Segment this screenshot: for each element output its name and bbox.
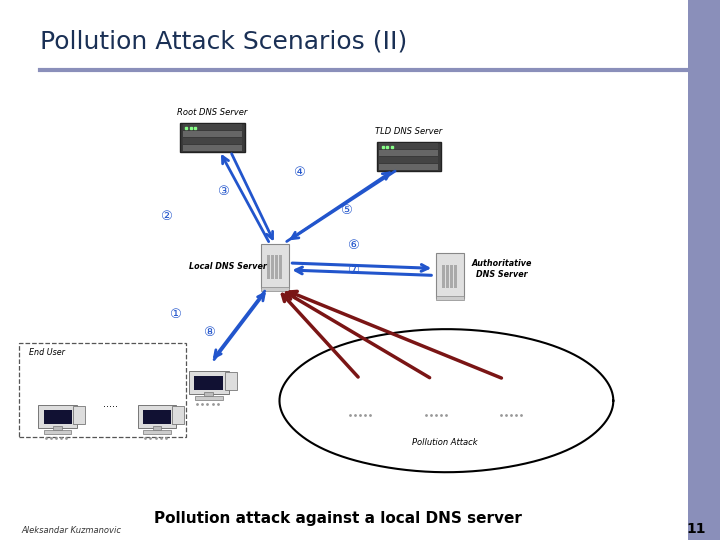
- Text: ⑦: ⑦: [347, 264, 359, 276]
- FancyBboxPatch shape: [442, 265, 445, 288]
- FancyBboxPatch shape: [347, 388, 376, 401]
- FancyBboxPatch shape: [423, 388, 451, 401]
- FancyBboxPatch shape: [423, 407, 451, 410]
- FancyBboxPatch shape: [450, 265, 453, 288]
- FancyBboxPatch shape: [528, 383, 540, 401]
- Text: Root DNS Server: Root DNS Server: [177, 108, 248, 117]
- Text: End User: End User: [29, 348, 65, 357]
- FancyBboxPatch shape: [153, 426, 161, 430]
- FancyBboxPatch shape: [688, 0, 720, 540]
- FancyBboxPatch shape: [379, 164, 438, 170]
- FancyBboxPatch shape: [379, 157, 438, 163]
- FancyBboxPatch shape: [183, 145, 242, 151]
- Text: Local DNS Server: Local DNS Server: [189, 262, 267, 271]
- FancyBboxPatch shape: [204, 392, 213, 396]
- FancyBboxPatch shape: [508, 403, 517, 407]
- FancyBboxPatch shape: [183, 131, 242, 137]
- Text: 11: 11: [686, 522, 706, 536]
- FancyBboxPatch shape: [183, 124, 242, 130]
- FancyBboxPatch shape: [138, 406, 176, 428]
- Text: Pollution Attack Scenarios (II): Pollution Attack Scenarios (II): [40, 30, 407, 53]
- FancyBboxPatch shape: [194, 396, 223, 400]
- FancyBboxPatch shape: [433, 403, 441, 407]
- FancyBboxPatch shape: [498, 388, 527, 401]
- FancyBboxPatch shape: [357, 403, 366, 407]
- FancyBboxPatch shape: [53, 426, 62, 430]
- FancyBboxPatch shape: [261, 244, 289, 288]
- Text: ③: ③: [217, 185, 229, 198]
- FancyBboxPatch shape: [73, 406, 85, 424]
- FancyBboxPatch shape: [452, 383, 464, 401]
- FancyBboxPatch shape: [44, 410, 72, 424]
- Text: TLD DNS Server: TLD DNS Server: [375, 127, 443, 136]
- FancyBboxPatch shape: [279, 255, 282, 279]
- FancyBboxPatch shape: [446, 265, 449, 288]
- FancyBboxPatch shape: [379, 150, 438, 156]
- FancyBboxPatch shape: [143, 430, 171, 434]
- FancyBboxPatch shape: [377, 142, 441, 171]
- FancyBboxPatch shape: [225, 372, 237, 390]
- FancyBboxPatch shape: [348, 407, 375, 410]
- FancyBboxPatch shape: [454, 265, 457, 288]
- FancyBboxPatch shape: [180, 123, 245, 152]
- FancyBboxPatch shape: [38, 406, 77, 428]
- Text: .....: .....: [103, 399, 117, 409]
- FancyBboxPatch shape: [418, 383, 456, 404]
- FancyBboxPatch shape: [275, 255, 278, 279]
- FancyBboxPatch shape: [189, 372, 229, 394]
- Polygon shape: [279, 329, 613, 472]
- FancyBboxPatch shape: [436, 253, 464, 298]
- Text: ⑧: ⑧: [203, 326, 215, 339]
- Text: ①: ①: [169, 308, 181, 321]
- Text: Pollution Attack: Pollution Attack: [412, 438, 478, 447]
- Text: ⑥: ⑥: [347, 239, 359, 252]
- FancyBboxPatch shape: [342, 383, 381, 404]
- Text: ⑤: ⑤: [340, 204, 351, 217]
- FancyBboxPatch shape: [379, 143, 438, 148]
- FancyBboxPatch shape: [271, 255, 274, 279]
- FancyBboxPatch shape: [436, 296, 464, 300]
- Text: ②: ②: [160, 210, 171, 222]
- Text: Aleksandar Kuzmanovic: Aleksandar Kuzmanovic: [22, 525, 122, 535]
- FancyBboxPatch shape: [267, 255, 270, 279]
- FancyBboxPatch shape: [194, 376, 223, 390]
- FancyBboxPatch shape: [173, 406, 184, 424]
- FancyBboxPatch shape: [377, 383, 389, 401]
- FancyBboxPatch shape: [44, 430, 71, 434]
- Text: ④: ④: [293, 166, 305, 179]
- FancyBboxPatch shape: [143, 410, 171, 424]
- FancyBboxPatch shape: [261, 287, 289, 291]
- FancyBboxPatch shape: [493, 383, 532, 404]
- FancyBboxPatch shape: [183, 138, 242, 144]
- Text: Authoritative
DNS Server: Authoritative DNS Server: [472, 259, 532, 279]
- FancyBboxPatch shape: [499, 407, 526, 410]
- Text: Pollution attack against a local DNS server: Pollution attack against a local DNS ser…: [155, 511, 522, 526]
